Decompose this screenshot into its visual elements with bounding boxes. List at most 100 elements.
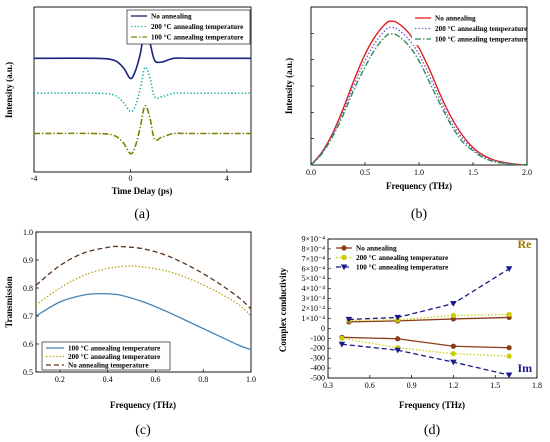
series-line-c-0 bbox=[35, 292, 252, 351]
x-axis-label-c: Frequency (THz) bbox=[110, 400, 176, 410]
y-tick-label: 7×10⁻⁴ bbox=[301, 254, 325, 263]
series-line-b-2 bbox=[310, 33, 528, 166]
legend-label: 200 °C annealing temperature bbox=[68, 353, 160, 361]
data-point bbox=[450, 343, 456, 349]
y-tick-label: -100 bbox=[310, 334, 325, 343]
y-tick-label: 1×10⁻⁴ bbox=[301, 314, 325, 323]
legend-label: No annealing temperature bbox=[68, 362, 149, 370]
data-point bbox=[505, 372, 513, 379]
data-point bbox=[450, 359, 457, 366]
y-tick-label: -200 bbox=[310, 344, 325, 353]
y-tick-label: 0 bbox=[321, 324, 325, 333]
x-tick-label: 0.4 bbox=[103, 375, 113, 384]
panel-label-a: (a) bbox=[134, 207, 150, 222]
x-tick-label: 1.0 bbox=[246, 375, 256, 384]
legend-a: No annealing 200 °C annealing temperature… bbox=[126, 9, 251, 45]
series-line-c-2 bbox=[35, 245, 252, 310]
panel-label-c: (c) bbox=[135, 423, 151, 438]
legend-marker bbox=[341, 245, 347, 251]
x-tick-label: 0 bbox=[128, 174, 132, 183]
legend-label: 200 °C annealing temperature bbox=[356, 254, 448, 262]
series-line-d-re-0 bbox=[348, 316, 510, 323]
data-point bbox=[450, 301, 457, 307]
x-tick-label: 0.6 bbox=[365, 381, 375, 390]
data-point bbox=[450, 312, 456, 319]
y-tick-label: -300 bbox=[310, 354, 325, 363]
x-tick-label: 0.8 bbox=[198, 375, 208, 384]
legend-label: 100 °C annealing temperature bbox=[68, 345, 160, 353]
series-line-d-re-1 bbox=[348, 313, 510, 322]
series-group-c bbox=[35, 245, 252, 351]
data-point bbox=[506, 353, 512, 359]
series-line-d-re-2 bbox=[348, 268, 510, 321]
y-tick-label: 6×10⁻⁴ bbox=[301, 264, 325, 273]
legend-label: 200 °C annealing temperature bbox=[151, 23, 243, 31]
panel-c: 0.5 0.6 0.7 0.8 0.9 1.0 0.2 0.4 0.6 0.8 1.0 100 °C… bbox=[4, 228, 256, 438]
ticks-a: -4 0 4 bbox=[31, 169, 229, 183]
data-point bbox=[338, 341, 346, 348]
legend-marker bbox=[340, 264, 348, 271]
x-tick-label: 1.5 bbox=[468, 168, 478, 177]
data-point bbox=[339, 335, 345, 341]
legend-label: 100 °C annealing temperature bbox=[356, 264, 448, 272]
data-point bbox=[505, 266, 513, 272]
y-axis-label-b: Intensity (a.u.) bbox=[284, 58, 294, 114]
panel-label-b: (b) bbox=[411, 207, 428, 222]
y-tick-label: 0.9 bbox=[23, 256, 33, 265]
panel-a: -4 0 4 No annealing 200 °C annealing temper… bbox=[4, 6, 252, 222]
series-line-d-im-0 bbox=[341, 336, 510, 349]
x-tick-label: 4 bbox=[225, 174, 229, 183]
x-tick-label: 0.9 bbox=[407, 381, 417, 390]
ticks-b: 0.0 0.5 1.0 1.5 2.0 bbox=[306, 32, 532, 177]
legend-b: No annealing 200 °C annealing temperature… bbox=[412, 12, 527, 45]
y-tick-label: 0.5 bbox=[23, 368, 33, 377]
x-tick-label: 1.5 bbox=[490, 381, 500, 390]
data-point bbox=[450, 351, 456, 357]
data-point bbox=[395, 336, 401, 342]
series-line-d-im-1 bbox=[341, 337, 510, 357]
legend-label: 100 °C annealing temperature bbox=[151, 34, 243, 42]
y-tick-label: 5×10⁻⁴ bbox=[301, 274, 325, 283]
series-line-d-im-2 bbox=[341, 343, 510, 376]
series-group-d bbox=[338, 266, 513, 379]
x-tick-label: 0.5 bbox=[360, 168, 370, 177]
data-point bbox=[506, 345, 512, 351]
series-line-a-2 bbox=[33, 104, 251, 155]
y-tick-label: 3×10⁻⁴ bbox=[301, 294, 325, 303]
y-axis-label-c: Transmission bbox=[4, 276, 14, 327]
data-point bbox=[394, 347, 401, 354]
legend-label: No annealing bbox=[435, 15, 476, 23]
x-tick-label: 1.2 bbox=[448, 381, 458, 390]
x-tick-label: 0.2 bbox=[55, 375, 65, 384]
x-tick-label: 1.8 bbox=[532, 381, 542, 390]
data-point bbox=[345, 316, 353, 323]
legend-label: 200 °C annealing temperature bbox=[435, 25, 527, 33]
legend-box-a bbox=[126, 9, 251, 45]
y-tick-label: 9×10⁻⁴ bbox=[301, 235, 325, 244]
x-axis-label-d: Frequency (THz) bbox=[399, 400, 465, 410]
y-tick-label: 0.6 bbox=[23, 340, 33, 349]
data-point bbox=[394, 314, 401, 321]
ticks-d: 9×10⁻⁴8×10⁻⁴7×10⁻⁴6×10⁻⁴5×10⁻⁴4×10⁻⁴3×10… bbox=[301, 235, 542, 391]
y-tick-label: 8×10⁻⁴ bbox=[301, 244, 325, 253]
legend-label: 100 °C annealing temperature bbox=[435, 36, 527, 44]
x-tick-label: 0.3 bbox=[323, 381, 333, 390]
x-tick-label: 1.0 bbox=[414, 168, 424, 177]
y-axis-label-d: Complex conductivity bbox=[278, 267, 288, 352]
y-tick-label: 1.0 bbox=[23, 228, 33, 237]
y-axis-label-a: Intensity (a.u.) bbox=[4, 62, 14, 118]
ticks-c: 0.5 0.6 0.7 0.8 0.9 1.0 0.2 0.4 0.6 0.8 1.0 bbox=[23, 228, 256, 384]
x-axis-label-a: Time Delay (ps) bbox=[112, 186, 173, 196]
y-tick-label: -400 bbox=[310, 364, 325, 373]
y-tick-label: 2×10⁻⁴ bbox=[301, 304, 325, 313]
legend-label: No annealing bbox=[151, 13, 192, 21]
annotation-re: Re bbox=[517, 237, 532, 251]
legend-marker bbox=[341, 254, 347, 261]
annotation-im: Im bbox=[517, 361, 532, 375]
annotations-d: Re Im bbox=[517, 237, 532, 375]
data-point bbox=[506, 311, 512, 318]
panel-label-d: (d) bbox=[424, 423, 441, 438]
y-tick-label: -500 bbox=[310, 374, 325, 383]
